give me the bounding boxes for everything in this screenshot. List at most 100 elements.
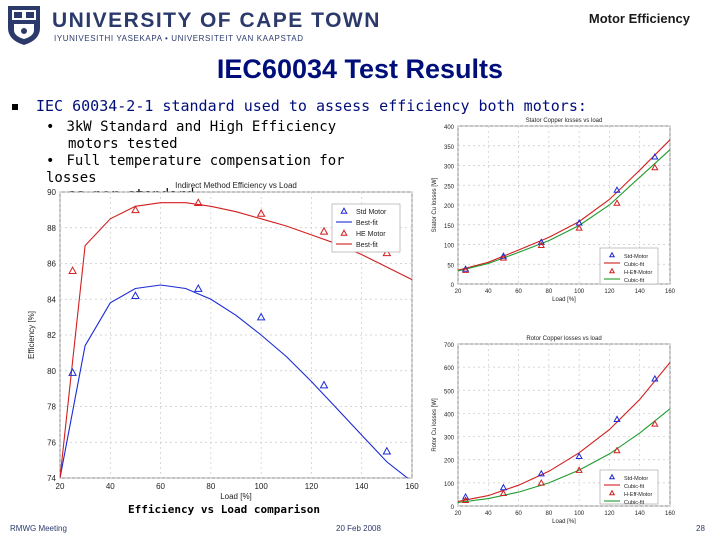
y-tick-label: 250: [444, 184, 455, 190]
x-tick-label: 60: [515, 289, 522, 295]
data-point-marker: [256, 312, 266, 321]
x-tick-label: 40: [485, 289, 492, 295]
y-axis-label: Efficiency [%]: [27, 311, 36, 359]
footer-date: 20 Feb 2008: [336, 524, 381, 533]
data-point-marker: [613, 199, 621, 206]
y-tick-label: 300: [444, 436, 455, 442]
y-tick-label: 76: [47, 438, 56, 447]
y-tick-label: 400: [444, 125, 455, 131]
data-point-marker: [461, 496, 470, 503]
legend-marker: [340, 229, 348, 236]
fit-curve-line: [458, 408, 670, 504]
uct-crest-logo: [8, 6, 40, 45]
x-axis-label: Load [%]: [552, 519, 576, 524]
data-point-marker: [613, 446, 621, 454]
data-point-marker: [382, 248, 392, 257]
dot-bullet-icon: •: [46, 153, 55, 169]
x-tick-label: 160: [405, 482, 419, 491]
data-point-marker: [613, 186, 621, 193]
x-tick-label: 120: [604, 289, 615, 295]
legend-label: Cubic-fit: [624, 500, 645, 506]
data-point-marker: [68, 368, 77, 376]
fit-curve-line: [458, 362, 670, 502]
y-tick-label: 100: [444, 244, 455, 250]
x-axis-label: Load [%]: [220, 492, 252, 501]
data-point-marker: [613, 415, 621, 422]
legend-box: [599, 247, 659, 285]
y-tick-label: 84: [47, 295, 56, 304]
data-point-marker: [575, 452, 583, 459]
x-tick-label: 160: [665, 511, 676, 517]
data-point-marker: [461, 492, 470, 500]
sub-bullet-line: Full temperature compensation for losses: [46, 153, 345, 186]
data-point-marker: [575, 224, 583, 231]
legend-label: Cubic-fit: [624, 484, 645, 490]
data-point-marker: [382, 446, 392, 455]
x-tick-label: 140: [355, 482, 369, 491]
x-tick-label: 80: [546, 289, 553, 295]
y-tick-label: 88: [47, 224, 56, 233]
data-point-marker: [537, 469, 545, 477]
fit-curve-line: [458, 149, 670, 272]
x-tick-label: 120: [604, 511, 615, 517]
y-tick-label: 50: [447, 263, 454, 269]
legend-label: HE Motor: [356, 231, 386, 238]
x-tick-label: 80: [546, 511, 553, 517]
legend-label: Cubic-fit: [624, 262, 645, 268]
y-tick-label: 200: [444, 459, 455, 465]
legend-label: Std-Motor: [624, 476, 648, 482]
y-tick-label: 300: [444, 165, 455, 171]
square-bullet-icon: [12, 103, 18, 110]
x-tick-label: 60: [515, 511, 522, 517]
university-name: UNIVERSITY OF CAPE TOWN: [52, 9, 381, 32]
data-point-marker: [193, 198, 203, 207]
x-tick-label: 20: [455, 511, 462, 517]
y-tick-label: 0: [451, 505, 455, 511]
x-tick-label: 20: [56, 482, 65, 491]
legend-label: Std-Motor: [624, 254, 648, 260]
stator-losses-chart: 0 50 100 150 200 250 300 350 400 20 40 60 80 100 120 14…: [432, 118, 676, 303]
y-tick-label: 74: [47, 474, 56, 483]
data-point-marker: [131, 205, 140, 214]
data-point-marker: [131, 291, 140, 299]
y-tick-label: 78: [47, 403, 56, 412]
data-point-marker: [499, 489, 508, 497]
efficiency-chart: 74 76 78 80 82 84 86 88 90 20 40 60 80 100 120 140 160 In…: [27, 181, 419, 501]
legend-marker: [608, 251, 616, 258]
y-tick-label: 150: [444, 224, 455, 230]
legend-label: Best-fit: [356, 242, 378, 249]
y-tick-label: 200: [444, 204, 455, 210]
chart-caption: Efficiency vs Load comparison: [128, 503, 321, 516]
y-tick-label: 80: [47, 367, 56, 376]
slide-title: IEC60034 Test Results: [216, 54, 504, 84]
x-tick-label: 160: [665, 289, 676, 295]
x-tick-label: 140: [635, 511, 646, 517]
data-point-marker: [461, 265, 470, 272]
y-tick-label: 600: [444, 366, 455, 372]
legend-label: H-Eff-Motor: [624, 492, 652, 498]
x-tick-label: 60: [156, 482, 165, 491]
data-point-marker: [68, 266, 77, 274]
main-bullet: IEC 60034-2-1 standard used to assess ef…: [12, 97, 587, 115]
x-tick-label: 40: [485, 511, 492, 517]
data-point-marker: [537, 479, 545, 486]
y-tick-label: 500: [444, 389, 455, 395]
data-point-marker: [537, 238, 545, 245]
x-tick-label: 80: [206, 482, 215, 491]
y-tick-label: 86: [47, 260, 56, 269]
y-tick-label: 82: [47, 331, 56, 340]
y-tick-label: 90: [47, 188, 56, 197]
data-point-marker: [651, 420, 659, 427]
data-point-marker: [651, 374, 659, 382]
x-tick-label: 100: [574, 289, 585, 295]
x-tick-label: 20: [455, 289, 462, 295]
legend-label: H-Eff-Motor: [624, 270, 652, 276]
legend-label: Cubic-fit: [624, 278, 645, 284]
y-axis-label: Stator Cu losses [W]: [432, 177, 438, 232]
sub-bullet: • 3kW Standard and High Efficiency motor…: [46, 119, 376, 153]
x-axis-label: Load [%]: [552, 297, 576, 303]
y-tick-label: 400: [444, 412, 455, 418]
chart-title: Indirect Method Efficiency vs Load: [175, 181, 297, 190]
footer-meeting: RMWG Meeting: [10, 524, 67, 533]
data-point-marker: [651, 163, 659, 171]
